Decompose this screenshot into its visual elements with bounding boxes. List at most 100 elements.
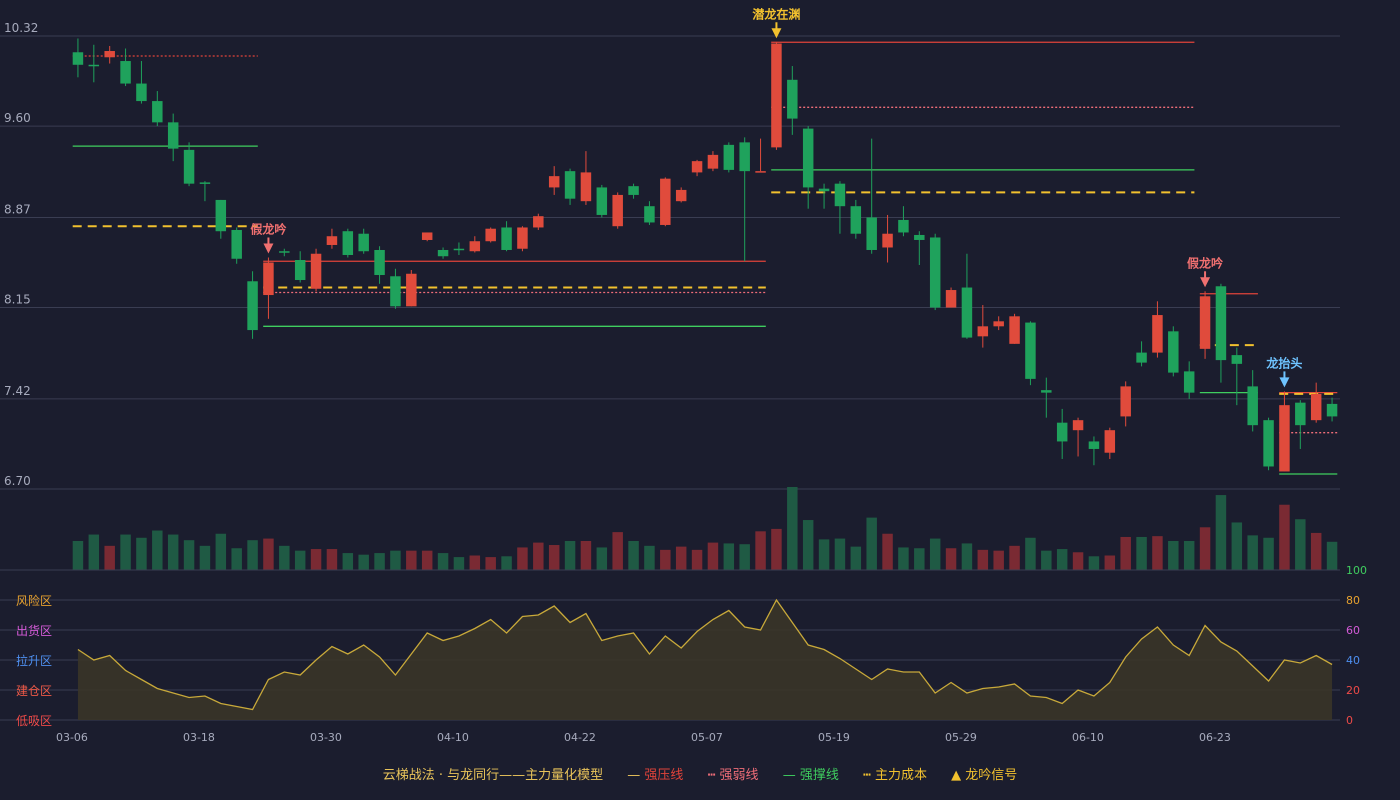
volume-bar	[660, 549, 671, 570]
volume-bar	[1104, 555, 1116, 570]
volume-bar	[1326, 541, 1338, 570]
volume-bar	[88, 534, 100, 570]
sub-tick-label: 100	[1346, 564, 1367, 577]
candle-body	[580, 172, 592, 202]
volume-bar	[644, 545, 655, 570]
volume-bar	[993, 550, 1004, 570]
volume-bar	[596, 547, 608, 570]
volume-bar	[707, 542, 719, 570]
candle-body	[469, 241, 481, 252]
volume-bar	[501, 556, 512, 570]
price-tick-label: 9.60	[4, 111, 31, 125]
candle-body	[310, 253, 322, 289]
volume-bar	[120, 534, 131, 570]
candle-body	[390, 276, 401, 307]
candle-body	[421, 232, 433, 240]
candle-body	[1295, 402, 1306, 426]
candle-body	[993, 321, 1004, 327]
candle-body	[1247, 386, 1258, 426]
signal-arrow	[771, 28, 782, 39]
candle-body	[977, 326, 989, 337]
candle-body	[898, 219, 909, 233]
candle-body	[564, 171, 576, 199]
volume-bar	[136, 537, 147, 570]
signal-arrow	[263, 243, 274, 254]
legend-signal-label: 龙吟信号	[965, 768, 1018, 783]
volume-bar	[1152, 536, 1163, 570]
volume-bar	[421, 550, 433, 570]
candle-body	[88, 64, 100, 67]
volume-bar	[72, 540, 84, 570]
legend-item-signal: ▲ 龙吟信号	[951, 768, 1017, 783]
candle-body	[533, 216, 544, 228]
volume-bar	[152, 530, 163, 570]
candle-body	[1072, 420, 1084, 431]
candle-body	[453, 248, 465, 251]
legend-item-resistance: — 强压线	[627, 768, 683, 783]
candle-body	[1009, 316, 1020, 344]
volume-bar	[1263, 537, 1274, 570]
volume-bar	[279, 545, 290, 570]
volume-bar	[1168, 540, 1179, 570]
candle-body	[961, 287, 973, 338]
volume-bar	[1247, 535, 1258, 570]
volume-bar	[1072, 552, 1084, 570]
volume-bar	[723, 543, 735, 570]
candle-body	[152, 101, 163, 123]
volume-bar	[167, 534, 179, 570]
candle-body	[501, 227, 512, 250]
volume-bar	[517, 547, 528, 570]
volume-bar	[342, 553, 354, 570]
candle-body	[120, 61, 131, 84]
candle-body	[517, 227, 528, 249]
candle-body	[945, 290, 957, 308]
signal-arrow	[1279, 377, 1290, 388]
volume-bar	[691, 549, 703, 570]
volume-bar	[374, 553, 385, 570]
volume-bar	[628, 540, 639, 570]
volume-bar	[469, 555, 481, 570]
volume-bar	[1199, 527, 1211, 570]
candle-body	[739, 142, 750, 172]
candle-body	[660, 178, 671, 225]
candle-body	[771, 43, 782, 148]
signal-label: 假龙吟	[1187, 255, 1223, 270]
volume-bar	[898, 547, 909, 570]
volume-bar	[453, 557, 465, 570]
volume-bar	[914, 548, 925, 570]
candle-body	[1215, 286, 1227, 361]
volume-bar	[675, 546, 687, 570]
candle-body	[628, 186, 639, 195]
volume-bar	[834, 538, 846, 570]
candle-body	[612, 194, 623, 227]
candle-body	[596, 187, 608, 215]
candle-body	[1152, 315, 1163, 353]
volume-bar	[247, 540, 258, 570]
x-tick-label: 05-29	[945, 731, 977, 744]
zone-label: 风险区	[16, 593, 52, 608]
volume-bar	[326, 549, 338, 570]
legend-item-cost: ┅ 主力成本	[863, 768, 927, 783]
candle-body	[1041, 390, 1052, 393]
volume-bar	[1295, 519, 1306, 570]
sub-tick-label: 20	[1346, 684, 1360, 697]
sub-tick-label: 0	[1346, 714, 1353, 727]
volume-bar	[1279, 504, 1290, 570]
volume-bar	[882, 533, 893, 570]
candle-body	[358, 233, 369, 252]
candle-body	[914, 234, 925, 240]
candle-body	[199, 182, 211, 184]
candle-body	[342, 231, 354, 255]
volume-bar	[1231, 522, 1243, 570]
volume-bar	[866, 517, 877, 570]
candle-body	[1104, 430, 1116, 453]
legend-cost-label: 主力成本	[874, 768, 927, 783]
candle-body	[850, 206, 862, 234]
volume-bar	[406, 550, 417, 570]
candle-body	[1025, 322, 1036, 379]
candle-body	[247, 281, 258, 331]
volume-bar	[358, 554, 369, 570]
candle-body	[723, 144, 735, 170]
candle-body	[1168, 331, 1179, 373]
